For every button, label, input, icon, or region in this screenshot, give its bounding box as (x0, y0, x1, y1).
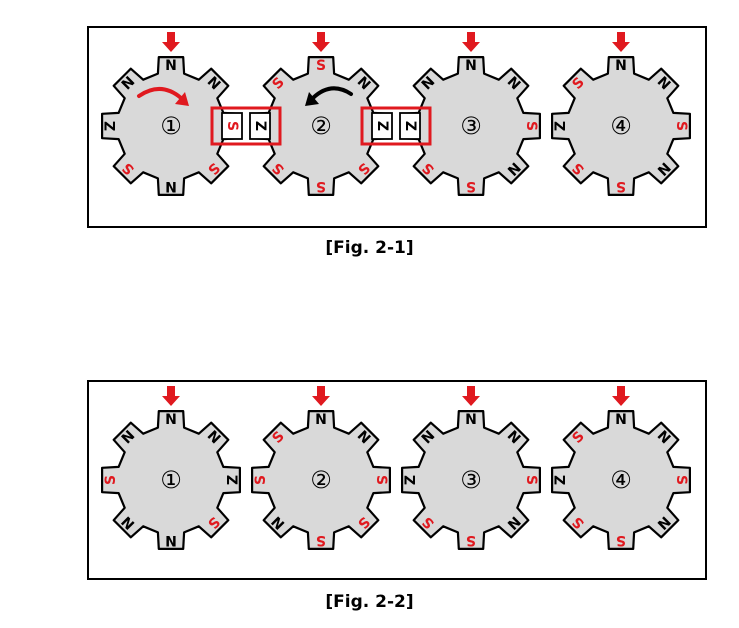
pole-label: S (103, 475, 119, 485)
pole-label: Z (403, 475, 419, 485)
gear-body (551, 410, 691, 550)
pole-label: N (465, 412, 477, 428)
gear-number: ② (310, 466, 332, 494)
pole-label: N (165, 412, 177, 428)
pole-label: S (673, 475, 689, 485)
pole-label: N (165, 58, 177, 74)
pole-label: Z (553, 121, 569, 131)
input-arrow-icon (612, 386, 630, 406)
gear-number: ③ (460, 112, 482, 140)
gear-number: ④ (610, 466, 632, 494)
figure-2-1-caption: [Fig. 2-1] (325, 238, 414, 258)
input-arrow-icon (462, 32, 480, 52)
gear-number: ④ (610, 112, 632, 140)
gear-number: ③ (460, 466, 482, 494)
gear-2: SNSSSSZS② (251, 56, 391, 196)
mesh-pole-label: Z (252, 121, 268, 131)
pole-label: S (673, 121, 689, 131)
gear-body (251, 410, 391, 550)
input-arrow-icon (162, 32, 180, 52)
figure-2-2-caption: [Fig. 2-2] (325, 592, 414, 612)
gear-body (101, 410, 241, 550)
mesh-pole-label: Z (374, 121, 390, 131)
pole-label: N (165, 532, 177, 548)
gear-body (101, 56, 241, 196)
gear-number: ① (160, 112, 182, 140)
pole-label: S (316, 58, 326, 74)
mesh-pole-label: Z (402, 121, 418, 131)
pole-label: S (616, 178, 626, 194)
pole-label: S (316, 532, 326, 548)
input-arrow-icon (312, 386, 330, 406)
input-arrow-icon (312, 32, 330, 52)
pole-label: S (466, 532, 476, 548)
pole-label: N (465, 58, 477, 74)
pole-label: S (373, 475, 389, 485)
gear-body (551, 56, 691, 196)
input-arrow-icon (462, 386, 480, 406)
rotation-arrow-icon (137, 87, 183, 100)
rotation-arrow-icon (311, 86, 353, 100)
pole-label: Z (223, 475, 239, 485)
pole-label: S (253, 475, 269, 485)
pole-label: N (615, 58, 627, 74)
gear-number: ① (160, 466, 182, 494)
pole-label: Z (553, 475, 569, 485)
pole-label: S (616, 532, 626, 548)
pole-label: N (315, 412, 327, 428)
input-arrow-icon (162, 386, 180, 406)
gear-number: ② (310, 112, 332, 140)
pole-label: N (165, 178, 177, 194)
pole-label: N (615, 412, 627, 428)
pole-label: S (466, 178, 476, 194)
pole-label: S (523, 121, 539, 131)
rotation-arrowhead-icon (305, 92, 319, 106)
pole-label: Z (103, 121, 119, 131)
input-arrow-icon (612, 32, 630, 52)
rotation-arrowhead-icon (175, 92, 189, 106)
mesh-pole-label: S (224, 121, 240, 131)
pole-label: S (316, 178, 326, 194)
figure-2-1-diagram: NNZSNSZN①SNSSSSZS②NNSNSSZN③NNSNSSZS④SZZZ (101, 32, 691, 196)
pole-label: S (523, 475, 539, 485)
gear-body (401, 410, 541, 550)
figure-2-1-panel: NNZSNSZN①SNSSSSZS②NNSNSSZN③NNSNSSZS④SZZZ (87, 26, 707, 228)
gear-1: NNZSNSZN① (101, 56, 241, 196)
